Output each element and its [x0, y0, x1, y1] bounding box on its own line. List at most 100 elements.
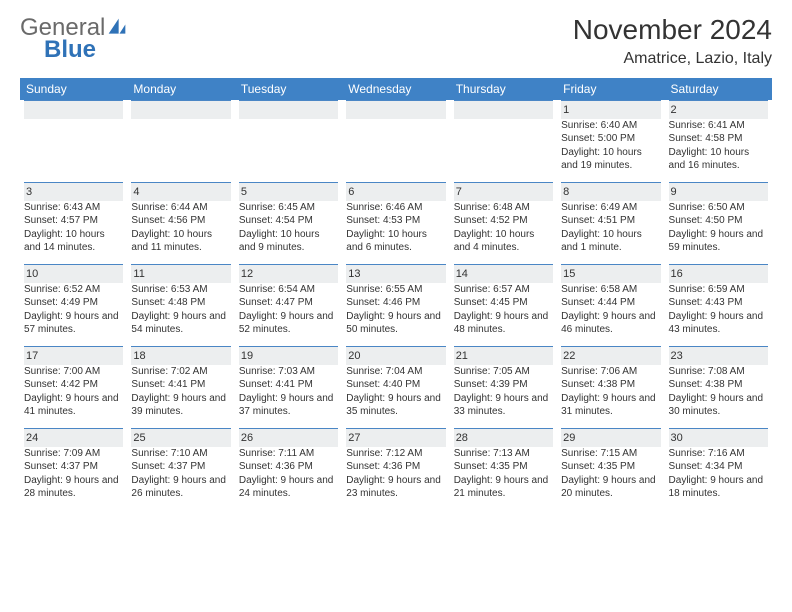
weekday-saturday: Saturday — [665, 78, 772, 100]
day-number: 7 — [454, 182, 553, 201]
day-cell-16: 16Sunrise: 6:59 AMSunset: 4:43 PMDayligh… — [665, 264, 772, 346]
day-cell-20: 20Sunrise: 7:04 AMSunset: 4:40 PMDayligh… — [342, 346, 449, 428]
day-cell-26: 26Sunrise: 7:11 AMSunset: 4:36 PMDayligh… — [235, 428, 342, 510]
day-cell-24: 24Sunrise: 7:09 AMSunset: 4:37 PMDayligh… — [20, 428, 127, 510]
day-cell-25: 25Sunrise: 7:10 AMSunset: 4:37 PMDayligh… — [127, 428, 234, 510]
daynum-empty — [239, 100, 338, 119]
day-text: Sunrise: 7:13 AMSunset: 4:35 PMDaylight:… — [454, 447, 553, 501]
empty-cell — [127, 100, 234, 182]
day-text: Sunrise: 6:49 AMSunset: 4:51 PMDaylight:… — [561, 201, 660, 255]
day-cell-13: 13Sunrise: 6:55 AMSunset: 4:46 PMDayligh… — [342, 264, 449, 346]
day-number: 21 — [454, 346, 553, 365]
day-text: Sunrise: 6:45 AMSunset: 4:54 PMDaylight:… — [239, 201, 338, 255]
day-cell-10: 10Sunrise: 6:52 AMSunset: 4:49 PMDayligh… — [20, 264, 127, 346]
day-number: 23 — [669, 346, 768, 365]
day-number: 2 — [669, 100, 768, 119]
empty-cell — [20, 100, 127, 182]
day-number: 11 — [131, 264, 230, 283]
day-number: 13 — [346, 264, 445, 283]
day-text: Sunrise: 6:54 AMSunset: 4:47 PMDaylight:… — [239, 283, 338, 337]
weekday-monday: Monday — [127, 78, 234, 100]
day-text: Sunrise: 7:06 AMSunset: 4:38 PMDaylight:… — [561, 365, 660, 419]
day-number: 20 — [346, 346, 445, 365]
day-number: 10 — [24, 264, 123, 283]
day-cell-1: 1Sunrise: 6:40 AMSunset: 5:00 PMDaylight… — [557, 100, 664, 182]
day-cell-9: 9Sunrise: 6:50 AMSunset: 4:50 PMDaylight… — [665, 182, 772, 264]
daynum-empty — [346, 100, 445, 119]
weekday-row: SundayMondayTuesdayWednesdayThursdayFrid… — [20, 78, 772, 100]
day-number: 14 — [454, 264, 553, 283]
calendar-row: 17Sunrise: 7:00 AMSunset: 4:42 PMDayligh… — [20, 346, 772, 428]
daynum-empty — [24, 100, 123, 119]
day-text: Sunrise: 7:00 AMSunset: 4:42 PMDaylight:… — [24, 365, 123, 419]
empty-cell — [342, 100, 449, 182]
day-cell-3: 3Sunrise: 6:43 AMSunset: 4:57 PMDaylight… — [20, 182, 127, 264]
header: GeneralBlue November 2024 Amatrice, Lazi… — [20, 14, 772, 68]
day-text: Sunrise: 6:52 AMSunset: 4:49 PMDaylight:… — [24, 283, 123, 337]
weekday-thursday: Thursday — [450, 78, 557, 100]
sail-icon — [107, 17, 127, 42]
day-number: 22 — [561, 346, 660, 365]
weekday-wednesday: Wednesday — [342, 78, 449, 100]
logo: GeneralBlue — [20, 14, 127, 64]
day-cell-2: 2Sunrise: 6:41 AMSunset: 4:58 PMDaylight… — [665, 100, 772, 182]
calendar-body: 1Sunrise: 6:40 AMSunset: 5:00 PMDaylight… — [20, 100, 772, 510]
day-text: Sunrise: 6:43 AMSunset: 4:57 PMDaylight:… — [24, 201, 123, 255]
daynum-empty — [131, 100, 230, 119]
day-number: 16 — [669, 264, 768, 283]
day-number: 27 — [346, 428, 445, 447]
day-text: Sunrise: 7:03 AMSunset: 4:41 PMDaylight:… — [239, 365, 338, 419]
empty-cell — [450, 100, 557, 182]
day-number: 18 — [131, 346, 230, 365]
day-text: Sunrise: 7:04 AMSunset: 4:40 PMDaylight:… — [346, 365, 445, 419]
day-text: Sunrise: 7:09 AMSunset: 4:37 PMDaylight:… — [24, 447, 123, 501]
day-text: Sunrise: 6:48 AMSunset: 4:52 PMDaylight:… — [454, 201, 553, 255]
day-cell-15: 15Sunrise: 6:58 AMSunset: 4:44 PMDayligh… — [557, 264, 664, 346]
calendar-row: 24Sunrise: 7:09 AMSunset: 4:37 PMDayligh… — [20, 428, 772, 510]
page-subtitle: Amatrice, Lazio, Italy — [573, 50, 772, 68]
weekday-tuesday: Tuesday — [235, 78, 342, 100]
day-cell-30: 30Sunrise: 7:16 AMSunset: 4:34 PMDayligh… — [665, 428, 772, 510]
day-cell-14: 14Sunrise: 6:57 AMSunset: 4:45 PMDayligh… — [450, 264, 557, 346]
day-text: Sunrise: 6:46 AMSunset: 4:53 PMDaylight:… — [346, 201, 445, 255]
day-text: Sunrise: 6:58 AMSunset: 4:44 PMDaylight:… — [561, 283, 660, 337]
day-number: 8 — [561, 182, 660, 201]
day-cell-5: 5Sunrise: 6:45 AMSunset: 4:54 PMDaylight… — [235, 182, 342, 264]
day-text: Sunrise: 7:15 AMSunset: 4:35 PMDaylight:… — [561, 447, 660, 501]
day-number: 9 — [669, 182, 768, 201]
day-number: 5 — [239, 182, 338, 201]
day-cell-19: 19Sunrise: 7:03 AMSunset: 4:41 PMDayligh… — [235, 346, 342, 428]
day-cell-21: 21Sunrise: 7:05 AMSunset: 4:39 PMDayligh… — [450, 346, 557, 428]
day-number: 25 — [131, 428, 230, 447]
page: GeneralBlue November 2024 Amatrice, Lazi… — [0, 0, 792, 612]
day-number: 26 — [239, 428, 338, 447]
day-number: 6 — [346, 182, 445, 201]
day-cell-28: 28Sunrise: 7:13 AMSunset: 4:35 PMDayligh… — [450, 428, 557, 510]
day-number: 17 — [24, 346, 123, 365]
calendar-row: 1Sunrise: 6:40 AMSunset: 5:00 PMDaylight… — [20, 100, 772, 182]
weekday-sunday: Sunday — [20, 78, 127, 100]
day-text: Sunrise: 7:16 AMSunset: 4:34 PMDaylight:… — [669, 447, 768, 501]
day-text: Sunrise: 7:12 AMSunset: 4:36 PMDaylight:… — [346, 447, 445, 501]
day-text: Sunrise: 6:57 AMSunset: 4:45 PMDaylight:… — [454, 283, 553, 337]
day-number: 4 — [131, 182, 230, 201]
day-number: 19 — [239, 346, 338, 365]
calendar-row: 3Sunrise: 6:43 AMSunset: 4:57 PMDaylight… — [20, 182, 772, 264]
day-cell-29: 29Sunrise: 7:15 AMSunset: 4:35 PMDayligh… — [557, 428, 664, 510]
day-cell-18: 18Sunrise: 7:02 AMSunset: 4:41 PMDayligh… — [127, 346, 234, 428]
day-text: Sunrise: 6:44 AMSunset: 4:56 PMDaylight:… — [131, 201, 230, 255]
day-cell-7: 7Sunrise: 6:48 AMSunset: 4:52 PMDaylight… — [450, 182, 557, 264]
empty-cell — [235, 100, 342, 182]
calendar-row: 10Sunrise: 6:52 AMSunset: 4:49 PMDayligh… — [20, 264, 772, 346]
day-cell-12: 12Sunrise: 6:54 AMSunset: 4:47 PMDayligh… — [235, 264, 342, 346]
calendar-head: SundayMondayTuesdayWednesdayThursdayFrid… — [20, 78, 772, 100]
day-cell-11: 11Sunrise: 6:53 AMSunset: 4:48 PMDayligh… — [127, 264, 234, 346]
day-number: 3 — [24, 182, 123, 201]
day-text: Sunrise: 6:59 AMSunset: 4:43 PMDaylight:… — [669, 283, 768, 337]
day-cell-8: 8Sunrise: 6:49 AMSunset: 4:51 PMDaylight… — [557, 182, 664, 264]
day-number: 12 — [239, 264, 338, 283]
day-cell-17: 17Sunrise: 7:00 AMSunset: 4:42 PMDayligh… — [20, 346, 127, 428]
day-text: Sunrise: 7:05 AMSunset: 4:39 PMDaylight:… — [454, 365, 553, 419]
day-cell-4: 4Sunrise: 6:44 AMSunset: 4:56 PMDaylight… — [127, 182, 234, 264]
calendar-table: SundayMondayTuesdayWednesdayThursdayFrid… — [20, 78, 772, 510]
